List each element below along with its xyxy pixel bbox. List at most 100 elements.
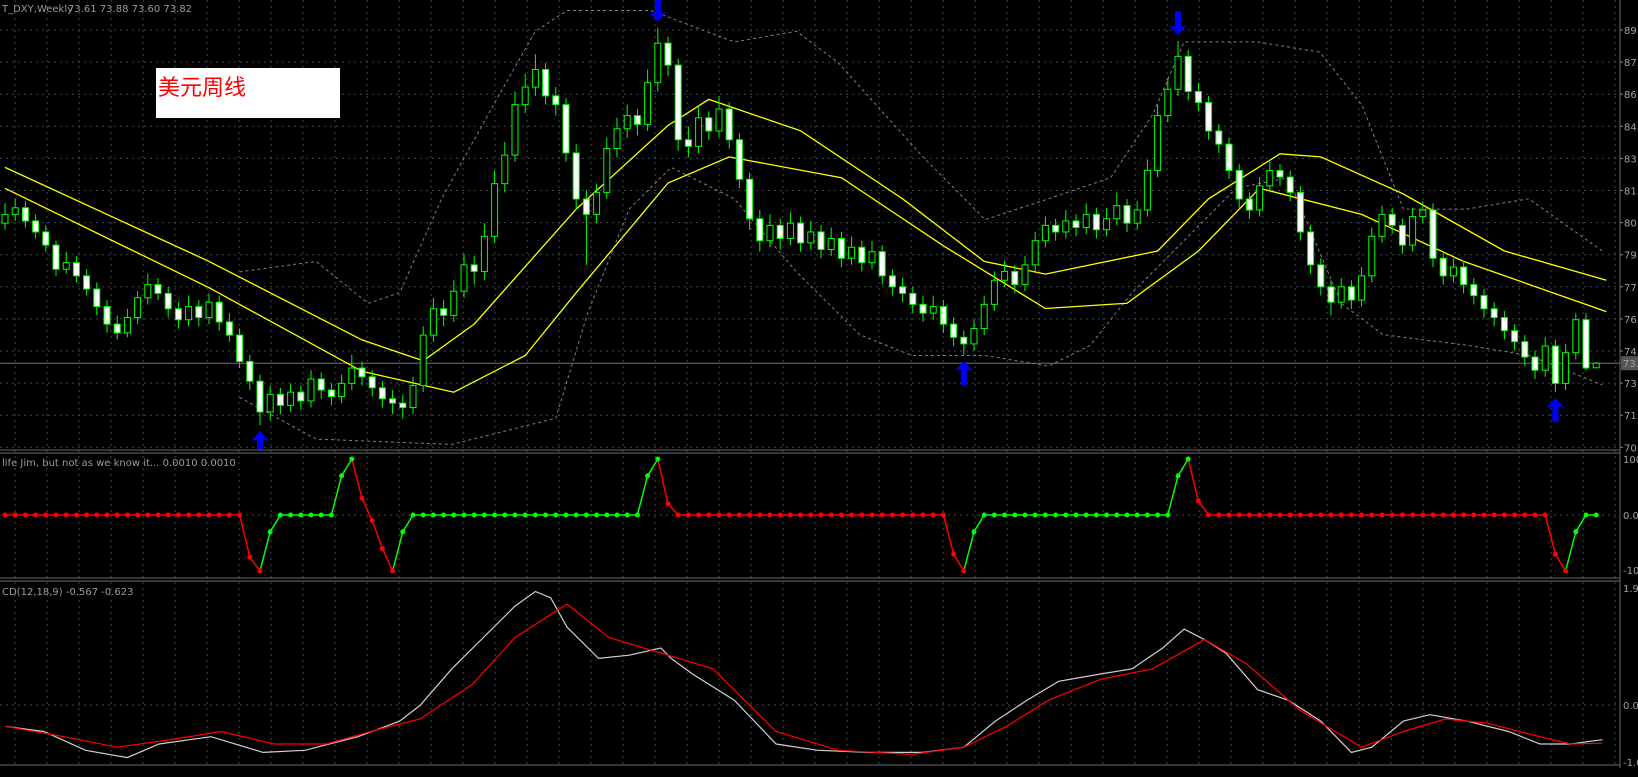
candle[interactable]: [1041, 216, 1049, 248]
price-panel[interactable]: [0, 0, 1620, 455]
candle[interactable]: [1256, 177, 1264, 217]
candle[interactable]: [511, 91, 519, 162]
candle[interactable]: [1500, 310, 1508, 340]
candle[interactable]: [1194, 82, 1202, 112]
candle[interactable]: [1235, 163, 1243, 208]
candle[interactable]: [786, 212, 794, 246]
candle[interactable]: [1317, 258, 1325, 296]
candle[interactable]: [980, 295, 988, 336]
candle[interactable]: [52, 240, 60, 276]
candle[interactable]: [1143, 159, 1151, 217]
candle[interactable]: [1113, 192, 1121, 226]
candle[interactable]: [888, 269, 896, 296]
candle[interactable]: [705, 111, 713, 140]
candle[interactable]: [1225, 137, 1233, 180]
candle[interactable]: [1296, 185, 1304, 241]
candle[interactable]: [878, 245, 886, 285]
candle[interactable]: [470, 256, 478, 285]
candle[interactable]: [83, 269, 91, 296]
candle[interactable]: [960, 330, 968, 355]
candle[interactable]: [399, 394, 407, 419]
candle[interactable]: [950, 317, 958, 347]
candle[interactable]: [1174, 40, 1182, 96]
candle[interactable]: [1449, 258, 1457, 283]
candle[interactable]: [868, 240, 876, 270]
candle[interactable]: [1021, 256, 1029, 292]
candle[interactable]: [93, 282, 101, 316]
candle[interactable]: [562, 98, 570, 162]
candle[interactable]: [317, 372, 325, 399]
candle[interactable]: [1470, 278, 1478, 305]
candle[interactable]: [1551, 339, 1559, 393]
candle[interactable]: [266, 385, 274, 421]
macd-panel[interactable]: [4, 590, 1603, 759]
candle[interactable]: [1439, 251, 1447, 285]
candle[interactable]: [195, 299, 203, 327]
candle[interactable]: [1409, 207, 1417, 252]
candle[interactable]: [409, 376, 417, 415]
candle[interactable]: [837, 231, 845, 268]
candle[interactable]: [154, 278, 162, 300]
candle[interactable]: [1276, 163, 1284, 186]
candle[interactable]: [1307, 225, 1315, 274]
candle[interactable]: [72, 256, 80, 283]
candle[interactable]: [674, 58, 682, 151]
candle[interactable]: [144, 273, 152, 305]
candle[interactable]: [348, 354, 356, 390]
candle[interactable]: [174, 302, 182, 329]
candle[interactable]: [1092, 207, 1100, 239]
candle[interactable]: [491, 170, 499, 243]
candle[interactable]: [134, 291, 142, 325]
candle[interactable]: [684, 126, 692, 158]
candle[interactable]: [389, 389, 397, 415]
candle[interactable]: [1164, 78, 1172, 123]
candle[interactable]: [113, 315, 121, 340]
candle[interactable]: [1, 203, 9, 230]
candle[interactable]: [756, 209, 764, 252]
candle[interactable]: [623, 104, 631, 138]
candle[interactable]: [123, 308, 131, 338]
candle[interactable]: [970, 319, 978, 351]
candle[interactable]: [1154, 104, 1162, 178]
candle[interactable]: [1562, 343, 1570, 390]
candle[interactable]: [817, 225, 825, 259]
candle[interactable]: [1286, 170, 1294, 202]
candle[interactable]: [368, 370, 376, 397]
candle[interactable]: [664, 36, 672, 77]
candle[interactable]: [62, 251, 70, 274]
candle[interactable]: [429, 297, 437, 342]
candle[interactable]: [552, 87, 560, 116]
candle[interactable]: [358, 361, 366, 386]
candle[interactable]: [899, 278, 907, 303]
candle[interactable]: [644, 69, 652, 131]
candle[interactable]: [1103, 207, 1111, 237]
candle[interactable]: [480, 223, 488, 281]
candle[interactable]: [1062, 209, 1070, 239]
candle[interactable]: [1072, 214, 1080, 237]
candle[interactable]: [807, 220, 815, 250]
candle[interactable]: [939, 299, 947, 333]
candle[interactable]: [1521, 335, 1529, 366]
candle[interactable]: [1582, 313, 1590, 371]
candle[interactable]: [1531, 350, 1539, 380]
candle[interactable]: [1368, 227, 1376, 283]
candle[interactable]: [1398, 218, 1406, 254]
candle[interactable]: [256, 374, 264, 426]
candle[interactable]: [582, 190, 590, 265]
candle[interactable]: [1266, 161, 1274, 193]
candle[interactable]: [42, 225, 50, 252]
candle[interactable]: [419, 326, 427, 393]
candle[interactable]: [1082, 203, 1090, 235]
candle[interactable]: [603, 137, 611, 200]
candle[interactable]: [1378, 205, 1386, 243]
candle[interactable]: [1337, 278, 1345, 309]
candle[interactable]: [929, 295, 937, 320]
candle[interactable]: [776, 218, 784, 250]
candle[interactable]: [164, 286, 172, 318]
candle[interactable]: [1011, 264, 1019, 294]
candle[interactable]: [1419, 201, 1427, 224]
candle[interactable]: [990, 271, 998, 311]
candle[interactable]: [1490, 302, 1498, 327]
candle[interactable]: [572, 144, 580, 210]
candle[interactable]: [1511, 324, 1519, 351]
